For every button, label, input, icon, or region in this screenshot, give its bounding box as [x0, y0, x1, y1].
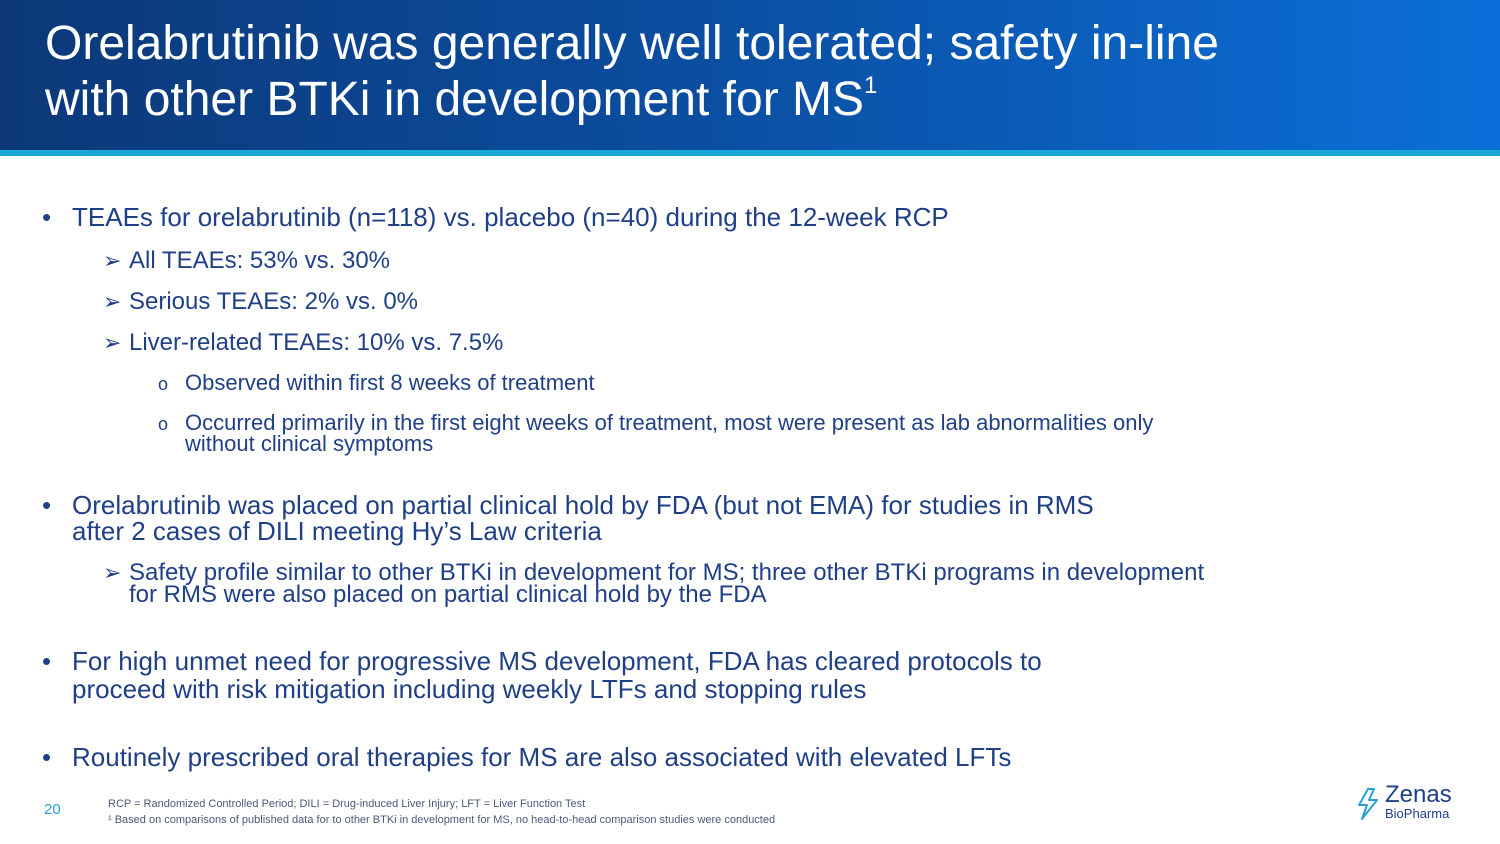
bullet-4-text: Routinely prescribed oral therapies for …: [72, 742, 1012, 772]
arrow-bullet-icon: ➢: [103, 330, 122, 355]
bullet-dot: •: [42, 490, 52, 520]
bullet-1-sub-1: All TEAEs: 53% vs. 30%: [129, 247, 390, 274]
title-accent-stripe: [0, 150, 1500, 156]
bullet-1-sub-3-item-2-line-2: without clinical symptoms: [185, 431, 434, 456]
slide-title: Orelabrutinib was generally well tolerat…: [45, 16, 1465, 128]
lightning-bolt-icon: [1358, 788, 1378, 820]
circle-bullet-icon: o: [158, 414, 169, 434]
bullet-3-line-1: For high unmet need for progressive MS d…: [72, 646, 1042, 676]
bullet-1-sub-3-item-1: Observed within first 8 weeks of treatme…: [185, 370, 595, 395]
bullet-dot: •: [42, 742, 52, 772]
page-number: 20: [44, 801, 61, 818]
bullet-1-sub-2: Serious TEAEs: 2% vs. 0%: [129, 288, 419, 315]
bullet-1-text: TEAEs for orelabrutinib (n=118) vs. plac…: [72, 202, 949, 232]
arrow-bullet-icon: ➢: [103, 289, 122, 314]
footnote-reference: ¹ Based on comparisons of published data…: [108, 814, 776, 826]
logo-subtitle: BioPharma: [1385, 806, 1450, 821]
arrow-bullet-icon: ➢: [103, 560, 122, 585]
company-logo: Zenas BioPharma: [1354, 781, 1469, 824]
bullet-1-sub-3-item-2-line-1: Occurred primarily in the first eight we…: [185, 410, 1154, 435]
bullet-2-line-1: Orelabrutinib was placed on partial clin…: [72, 490, 1094, 520]
bullet-dot: •: [42, 646, 52, 676]
title-footnote-marker: 1: [864, 72, 878, 99]
title-line-2: with other BTKi in development for MS: [45, 73, 865, 126]
arrow-bullet-icon: ➢: [103, 248, 122, 273]
bullet-3-line-2: proceed with risk mitigation including w…: [72, 674, 867, 704]
bullet-2-sub-1-line-2: for RMS were also placed on partial clin…: [129, 581, 767, 608]
title-line-1: Orelabrutinib was generally well tolerat…: [45, 17, 1219, 70]
footnote-abbreviations: RCP = Randomized Controlled Period; DILI…: [108, 798, 586, 810]
bullet-1-sub-3: Liver-related TEAEs: 10% vs. 7.5%: [129, 329, 504, 356]
logo-name: Zenas: [1385, 781, 1452, 808]
title-banner: [0, 0, 1500, 150]
circle-bullet-icon: o: [158, 374, 169, 394]
bullet-2-sub-1-line-1: Safety profile similar to other BTKi in …: [129, 559, 1205, 586]
bullet-2-line-2: after 2 cases of DILI meeting Hy’s Law c…: [72, 516, 602, 546]
bullet-dot: •: [42, 202, 52, 232]
